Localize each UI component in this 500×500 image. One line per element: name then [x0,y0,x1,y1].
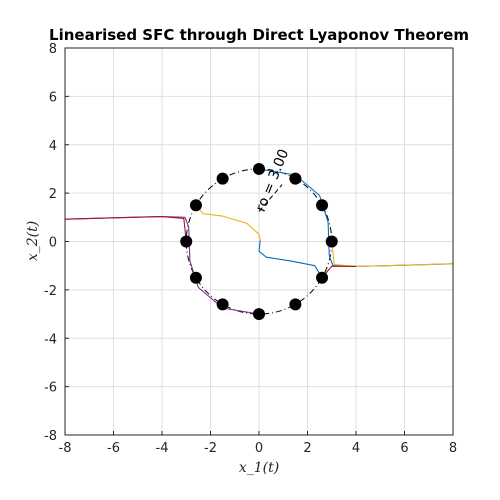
x-tick-label: 6 [400,441,408,456]
trajectory-series [64,168,454,315]
y-tick-label: 8 [49,42,57,57]
y-tick-label: -2 [44,284,57,299]
initial-point-marker [316,199,329,212]
initial-point-marker [216,298,229,311]
trajectory-line [195,204,261,241]
initial-point-marker [180,235,193,248]
y-tick-label: 2 [49,187,57,202]
x-tick-label: 8 [449,441,457,456]
x-tick-label: -2 [204,441,217,456]
initial-points [180,162,338,321]
trajectory-line [64,216,187,242]
y-tick-label: -4 [44,332,57,347]
y-tick-label: 4 [49,139,57,154]
y-axis-label: x_2(t) [25,221,41,261]
initial-point-marker [189,271,202,284]
grid-lines [64,47,454,436]
x-tick-label: -6 [107,441,120,456]
x-tick-label: 4 [352,441,360,456]
y-tick-label: 6 [49,90,57,105]
y-tick-label: -8 [44,429,57,444]
initial-point-marker [325,235,338,248]
initial-point-marker [289,172,302,185]
trajectory-line [258,240,323,279]
initial-point-marker [216,172,229,185]
initial-point-marker [289,298,302,311]
x-tick-label: -4 [156,441,169,456]
initial-point-marker [253,308,265,321]
trajectory-line [331,241,454,267]
x-axis-label: x_1(t) [239,460,279,476]
initial-point-marker [189,199,202,212]
y-tick-label: 0 [49,236,57,251]
x-tick-label: 2 [303,441,311,456]
initial-point-marker [253,162,265,175]
y-tick-labels: -8 -6 -4 -2 0 2 4 6 8 [44,42,69,444]
x-tick-labels: -8 -6 -4 -2 0 2 4 6 8 [59,431,457,456]
radius-line [258,184,283,212]
x-tick-label: 0 [255,441,263,456]
initial-point-marker [316,271,329,284]
x-tick-label: -8 [59,441,72,456]
chart-title: Linearised SFC through Direct Lyaponov T… [49,26,469,44]
y-tick-label: -6 [44,381,57,396]
